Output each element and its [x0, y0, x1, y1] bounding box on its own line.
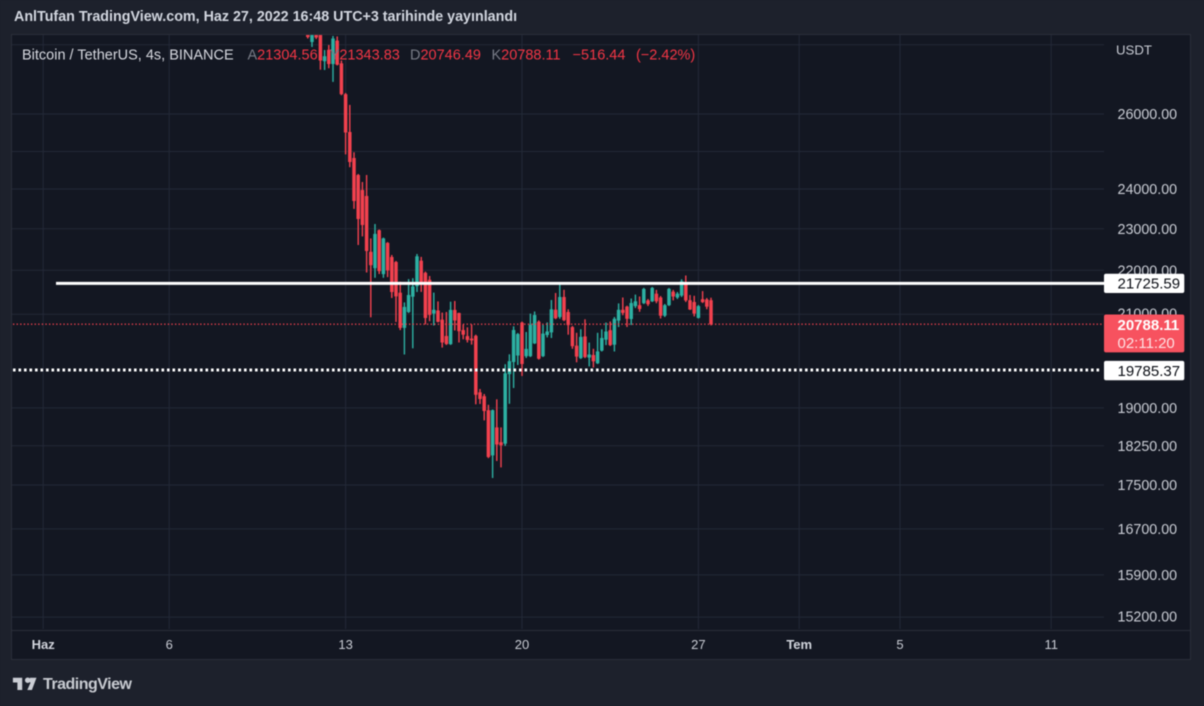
svg-text:5: 5 — [896, 637, 903, 652]
svg-text:17500.00: 17500.00 — [1118, 478, 1178, 494]
svg-text:18250.00: 18250.00 — [1118, 439, 1178, 455]
svg-text:6: 6 — [166, 637, 173, 652]
svg-text:13: 13 — [338, 637, 352, 652]
svg-text:20788.11: 20788.11 — [1118, 317, 1180, 334]
svg-text:11: 11 — [1044, 637, 1058, 652]
svg-text:16700.00: 16700.00 — [1118, 522, 1178, 538]
svg-text:20: 20 — [515, 637, 529, 652]
svg-text:Tem: Tem — [786, 637, 812, 652]
svg-text:26000.00: 26000.00 — [1118, 107, 1178, 123]
svg-text:21725.59: 21725.59 — [1118, 276, 1181, 293]
svg-text:Haz: Haz — [32, 637, 56, 652]
svg-text:24000.00: 24000.00 — [1118, 182, 1178, 198]
svg-text:02:11:20: 02:11:20 — [1118, 335, 1175, 352]
svg-text:23000.00: 23000.00 — [1118, 222, 1178, 238]
svg-text:15900.00: 15900.00 — [1118, 568, 1178, 584]
svg-text:27: 27 — [691, 637, 705, 652]
svg-text:Bitcoin / TetherUS, 4s, BINANC: Bitcoin / TetherUS, 4s, BINANCE — [22, 48, 234, 64]
svg-text:15200.00: 15200.00 — [1118, 610, 1178, 626]
svg-text:19785.37: 19785.37 — [1118, 363, 1181, 380]
svg-text:USDT: USDT — [1116, 43, 1152, 58]
svg-text:19000.00: 19000.00 — [1118, 401, 1178, 417]
